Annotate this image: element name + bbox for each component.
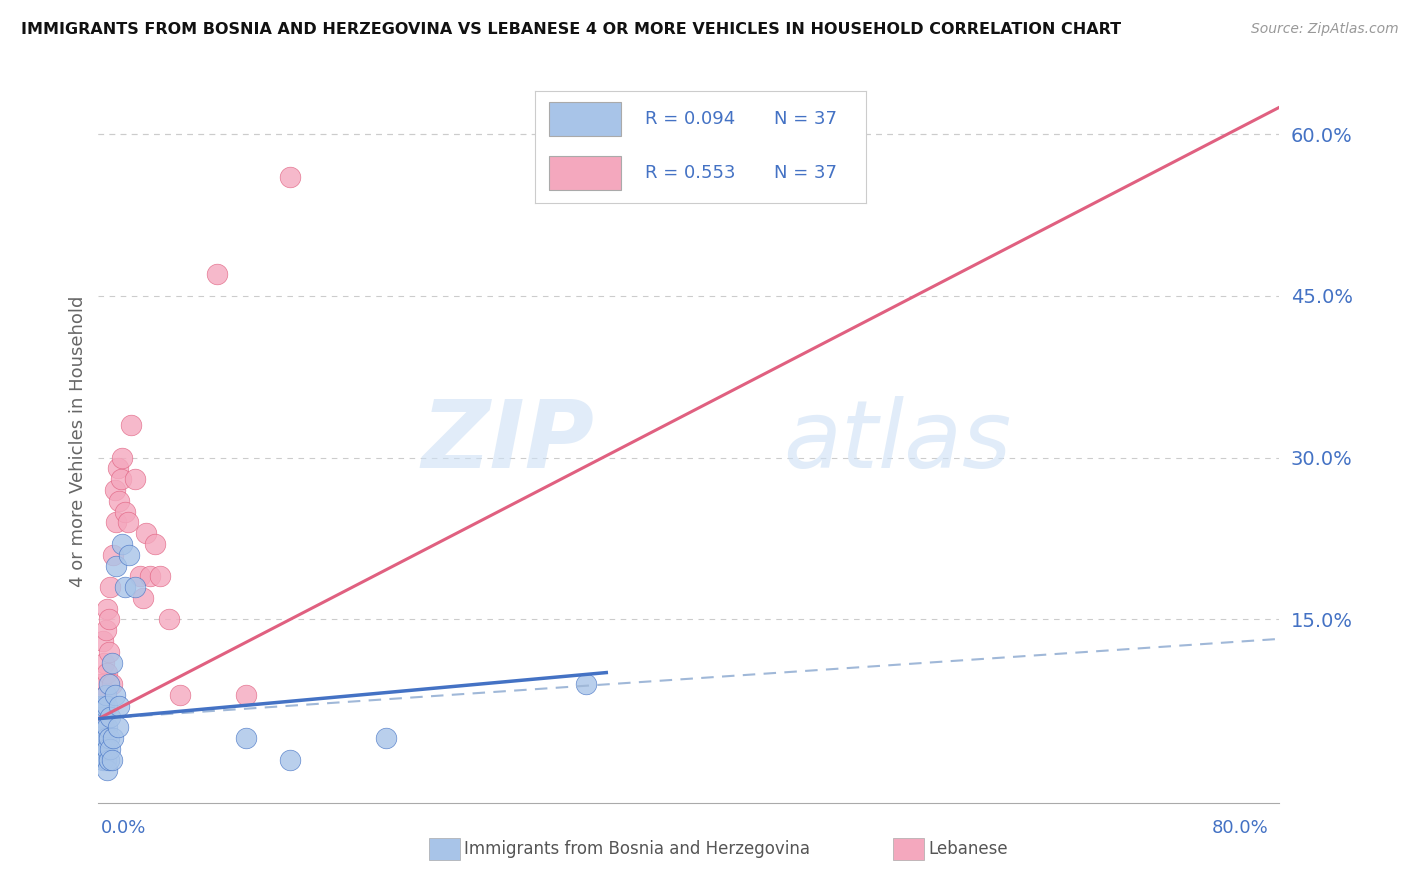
Point (132, 591, 155, 605)
Point (96, 742, 118, 756)
Point (93, 720, 115, 734)
Point (94, 688, 117, 702)
Point (103, 731, 125, 745)
Point (108, 698, 131, 713)
Point (108, 493, 131, 508)
Point (96, 764, 118, 778)
Point (104, 688, 127, 702)
Y-axis label: 4 or more Vehicles in Household: 4 or more Vehicles in Household (69, 296, 87, 587)
Point (91, 720, 114, 734)
Point (128, 569, 150, 583)
Point (575, 677, 598, 691)
Point (111, 537, 134, 551)
Point (120, 418, 142, 433)
Point (91, 634, 114, 648)
Point (235, 688, 257, 702)
Point (135, 526, 157, 541)
Point (375, 731, 398, 745)
Point (107, 720, 129, 734)
Point (97, 612, 120, 626)
Point (90, 709, 112, 723)
Point (96, 698, 118, 713)
Point (93, 698, 115, 713)
Point (114, 505, 136, 519)
Point (139, 569, 162, 583)
Text: Lebanese: Lebanese (928, 840, 1008, 858)
Point (97, 753, 120, 767)
Point (94, 688, 117, 702)
Text: 80.0%: 80.0% (1212, 819, 1268, 837)
Point (118, 548, 141, 562)
Point (124, 580, 146, 594)
Point (157, 612, 180, 626)
Point (648, 105, 671, 120)
Point (97, 677, 120, 691)
Text: ZIP: ZIP (422, 395, 595, 488)
Point (110, 472, 132, 486)
Point (91, 753, 114, 767)
Point (93, 698, 115, 713)
Point (111, 450, 134, 465)
Point (91, 731, 114, 745)
Point (93, 656, 115, 670)
Point (280, 753, 302, 767)
Point (97, 645, 120, 659)
Point (94, 753, 117, 767)
Point (93, 742, 115, 756)
Point (235, 731, 257, 745)
Point (89, 698, 111, 713)
Text: Immigrants from Bosnia and Herzegovina: Immigrants from Bosnia and Herzegovina (464, 840, 810, 858)
Point (114, 580, 136, 594)
Point (100, 656, 122, 670)
Point (96, 666, 118, 681)
Point (90, 677, 112, 691)
Point (91, 709, 114, 723)
Point (100, 753, 122, 767)
Point (98, 580, 121, 594)
Point (205, 268, 228, 282)
Point (149, 569, 172, 583)
Point (107, 461, 129, 475)
Text: IMMIGRANTS FROM BOSNIA AND HERZEGOVINA VS LEBANESE 4 OR MORE VEHICLES IN HOUSEHO: IMMIGRANTS FROM BOSNIA AND HERZEGOVINA V… (21, 22, 1121, 37)
Point (280, 170, 302, 185)
Text: 0.0%: 0.0% (101, 819, 146, 837)
Text: Source: ZipAtlas.com: Source: ZipAtlas.com (1251, 22, 1399, 37)
Point (94, 624, 117, 638)
Point (103, 548, 125, 562)
Point (96, 720, 118, 734)
Point (105, 558, 128, 573)
Text: atlas: atlas (783, 396, 1012, 487)
Point (98, 742, 121, 756)
Point (98, 709, 121, 723)
Point (97, 731, 120, 745)
Point (117, 516, 139, 530)
Point (94, 731, 117, 745)
Point (105, 516, 128, 530)
Point (100, 677, 122, 691)
Point (96, 601, 118, 615)
Point (104, 483, 127, 497)
Point (124, 472, 146, 486)
Point (143, 537, 166, 551)
Point (90, 742, 112, 756)
Point (89, 709, 111, 723)
Point (89, 720, 111, 734)
Point (169, 688, 191, 702)
